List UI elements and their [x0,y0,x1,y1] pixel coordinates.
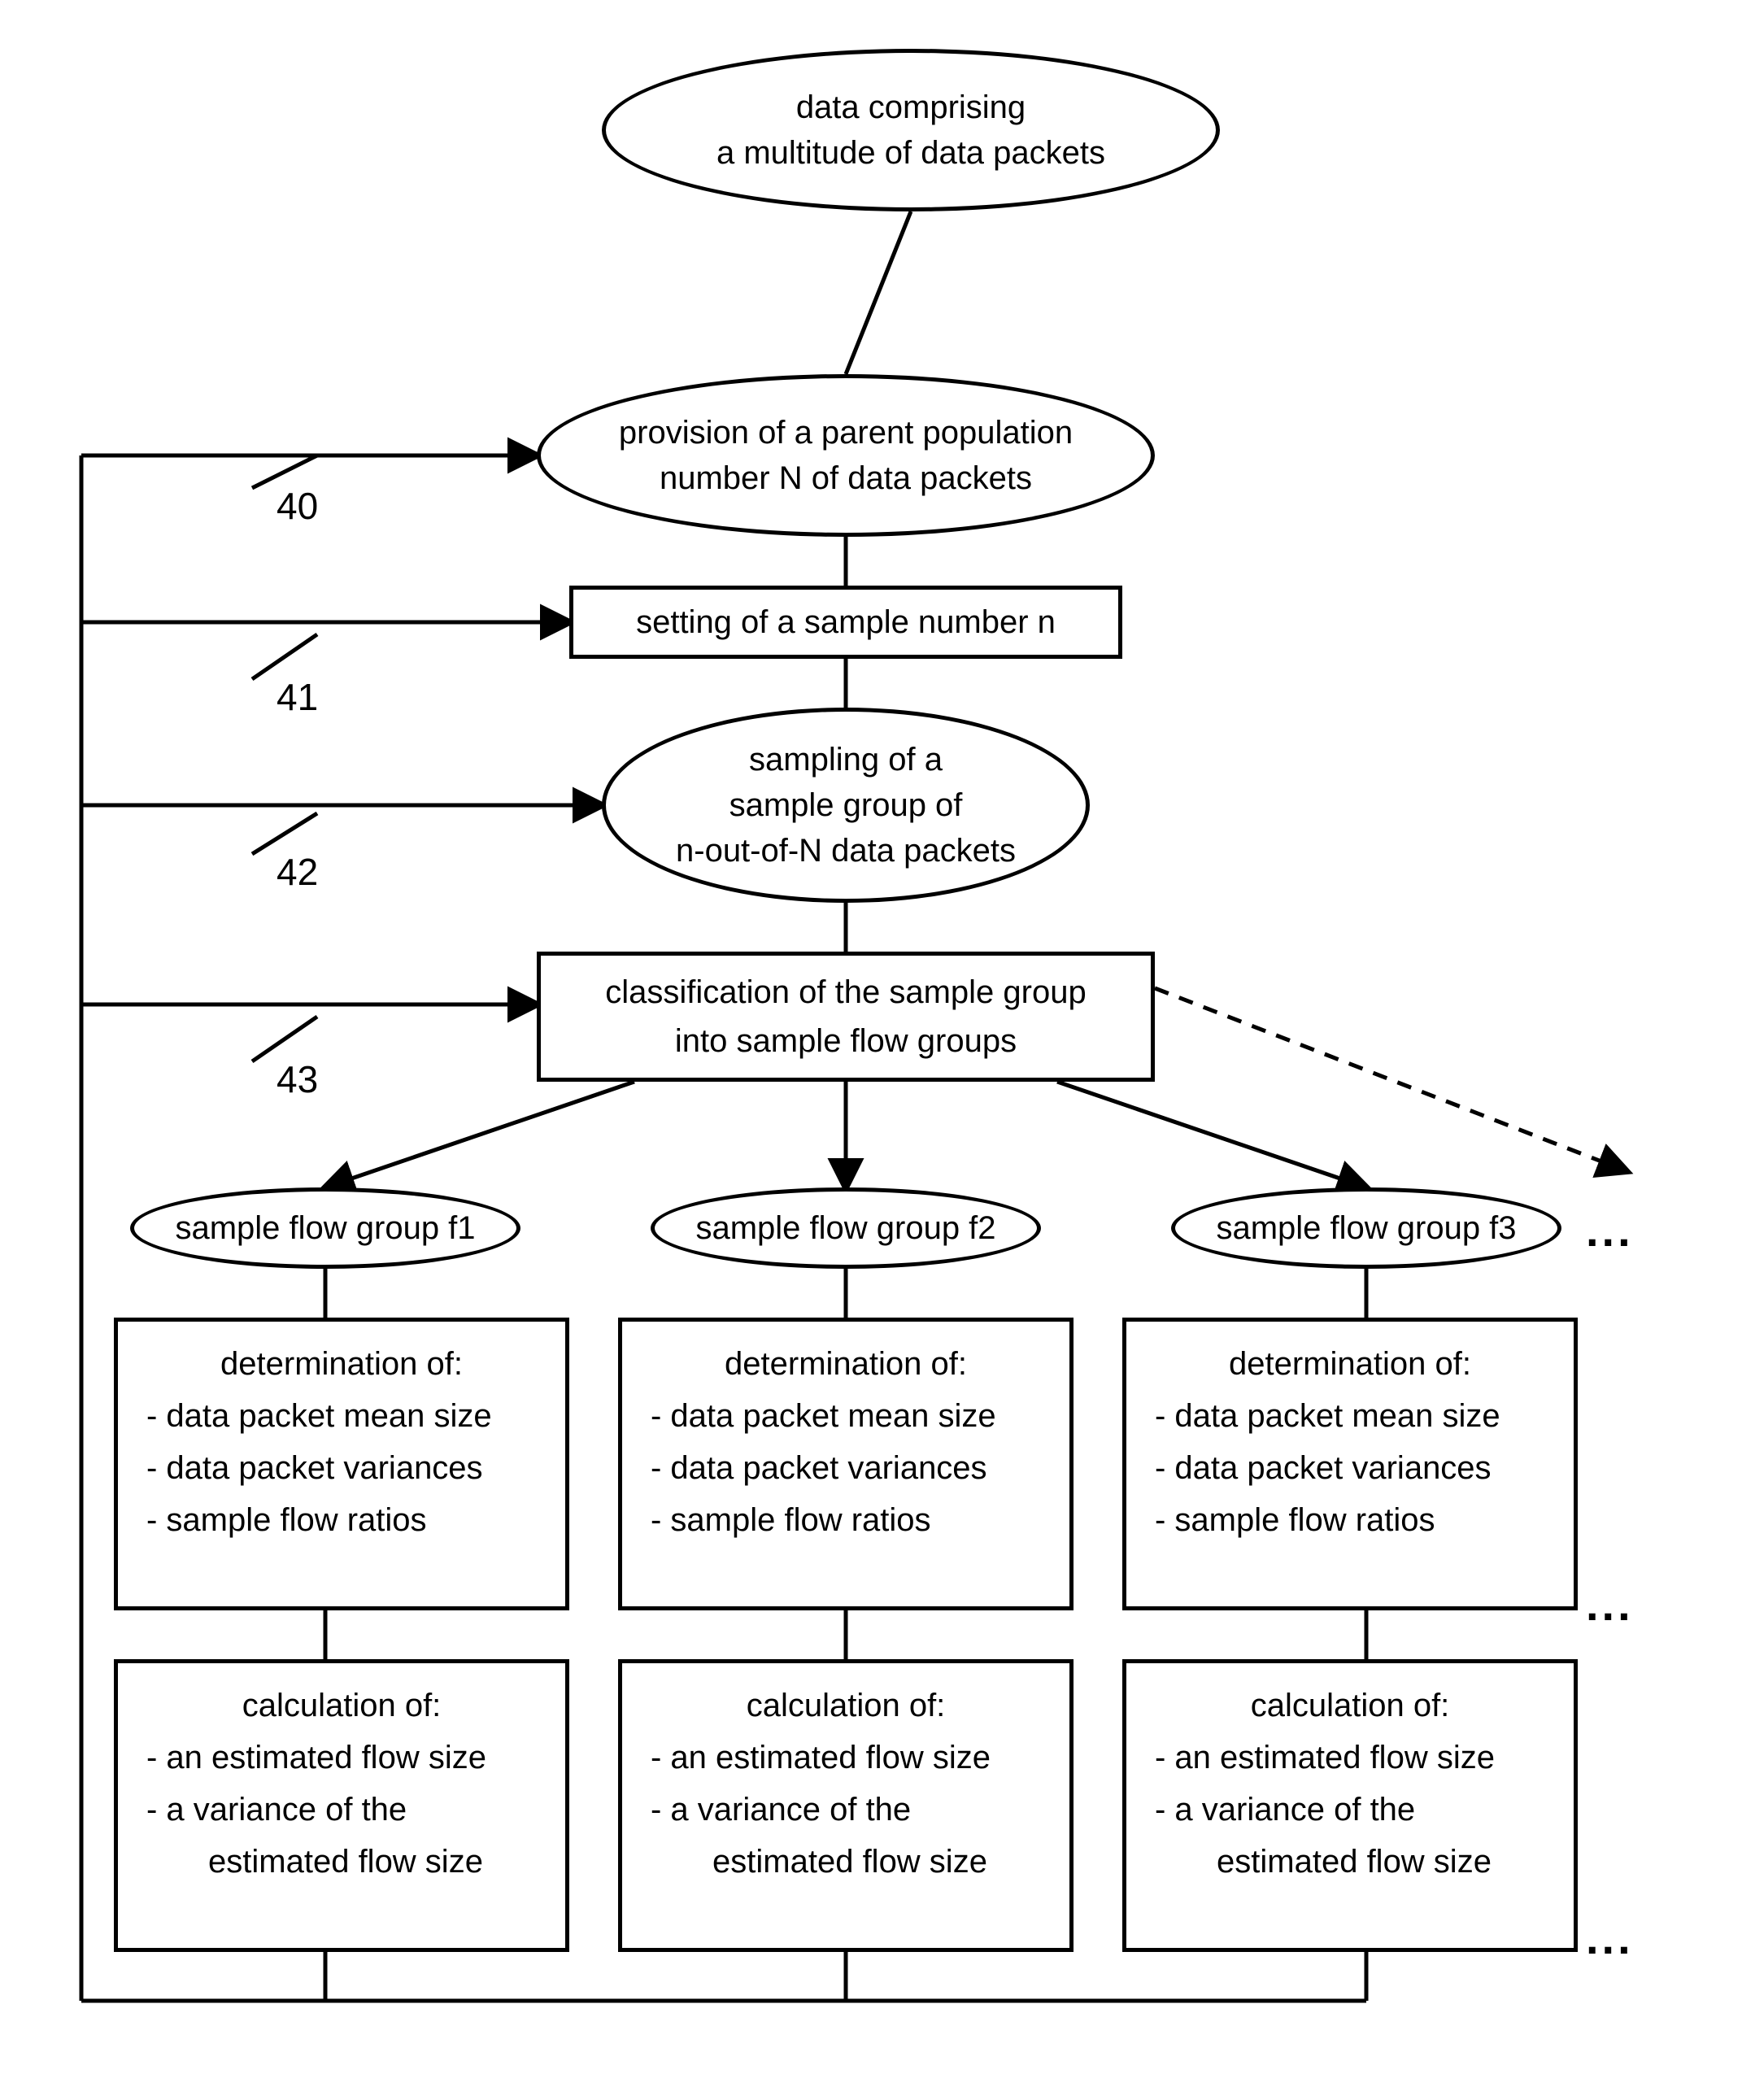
node-d2-item1: - data packet variances [642,1442,1049,1494]
node-c1: calculation of:- an estimated flow size-… [114,1659,569,1952]
node-f3-line0: sample flow group f3 [1216,1205,1516,1251]
node-f2: sample flow group f2 [651,1187,1041,1269]
node-d1-item0: - data packet mean size [138,1390,545,1442]
ref-label-43: 43 [277,1057,318,1101]
overflow-dots-1: ... [1586,1578,1634,1631]
node-n4-line0: sampling of a [749,737,943,782]
node-c3: calculation of:- an estimated flow size-… [1122,1659,1578,1952]
node-n4: sampling of asample group ofn-out-of-N d… [602,708,1090,903]
node-d3-header: determination of: [1147,1338,1553,1390]
node-c1-item2: estimated flow size [138,1836,545,1888]
node-d1-item2: - sample flow ratios [138,1494,545,1546]
node-f3: sample flow group f3 [1171,1187,1561,1269]
node-n5-line0: classification of the sample group [605,968,1086,1017]
overflow-dots-2: ... [1586,1911,1634,1964]
node-d2-item0: - data packet mean size [642,1390,1049,1442]
node-f2-line0: sample flow group f2 [695,1205,995,1251]
node-n1-line0: data comprising [796,85,1026,130]
node-d1: determination of:- data packet mean size… [114,1318,569,1610]
node-d2: determination of:- data packet mean size… [618,1318,1074,1610]
node-d1-item1: - data packet variances [138,1442,545,1494]
node-n2-line1: number N of data packets [660,455,1032,501]
node-c3-header: calculation of: [1147,1680,1553,1732]
node-c1-item0: - an estimated flow size [138,1732,545,1784]
node-n5-line1: into sample flow groups [675,1017,1017,1065]
ref-label-42: 42 [277,850,318,894]
node-n4-line2: n-out-of-N data packets [676,828,1016,874]
node-f1: sample flow group f1 [130,1187,520,1269]
node-n1-line1: a multitude of data packets [716,130,1105,176]
node-n1: data comprisinga multitude of data packe… [602,49,1220,211]
node-d3-item0: - data packet mean size [1147,1390,1553,1442]
node-n3: setting of a sample number n [569,586,1122,659]
node-n4-line1: sample group of [729,782,963,828]
overflow-dots-0: ... [1586,1204,1634,1257]
node-c2-header: calculation of: [642,1680,1049,1732]
node-c3-item0: - an estimated flow size [1147,1732,1553,1784]
node-n3-line0: setting of a sample number n [636,598,1056,647]
node-d3: determination of:- data packet mean size… [1122,1318,1578,1610]
node-n2-line0: provision of a parent population [619,410,1073,455]
node-c2-item1: - a variance of the [642,1784,1049,1836]
node-c3-item1: - a variance of the [1147,1784,1553,1836]
ref-label-41: 41 [277,675,318,719]
node-c2: calculation of:- an estimated flow size-… [618,1659,1074,1952]
node-n5: classification of the sample groupinto s… [537,952,1155,1082]
node-n2: provision of a parent populationnumber N… [537,374,1155,537]
node-c1-item1: - a variance of the [138,1784,545,1836]
node-c1-header: calculation of: [138,1680,545,1732]
node-d2-header: determination of: [642,1338,1049,1390]
node-d1-header: determination of: [138,1338,545,1390]
node-c3-item2: estimated flow size [1147,1836,1553,1888]
node-d3-item1: - data packet variances [1147,1442,1553,1494]
node-c2-item2: estimated flow size [642,1836,1049,1888]
ref-label-40: 40 [277,484,318,528]
node-d3-item2: - sample flow ratios [1147,1494,1553,1546]
node-f1-line0: sample flow group f1 [175,1205,475,1251]
node-c2-item0: - an estimated flow size [642,1732,1049,1784]
node-d2-item2: - sample flow ratios [642,1494,1049,1546]
